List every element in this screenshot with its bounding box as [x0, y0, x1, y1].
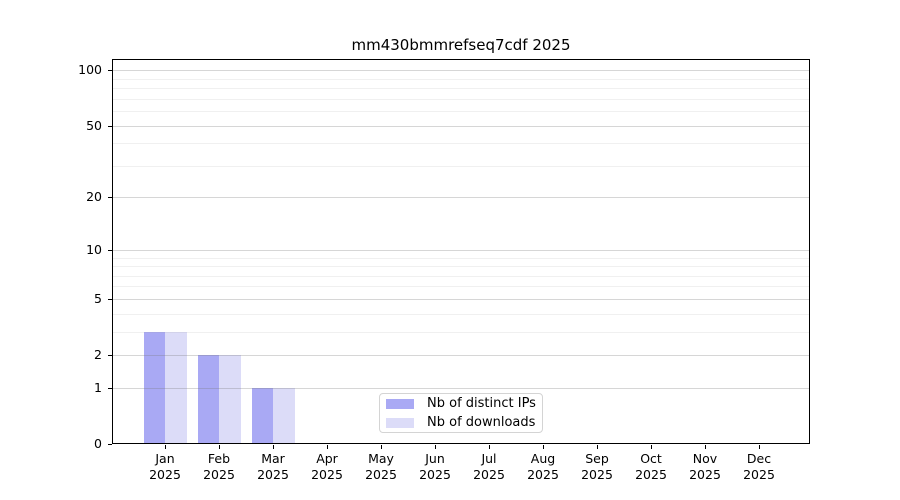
chart-title: mm430bmmrefseq7cdf 2025	[351, 36, 571, 54]
gridline	[113, 298, 809, 300]
gridline	[113, 78, 809, 80]
x-tick-month: Apr	[316, 451, 338, 466]
gridline	[113, 275, 809, 277]
x-tick-month: Nov	[692, 451, 718, 466]
x-tick-year: 2025	[581, 467, 613, 482]
x-tick-month: Jun	[425, 451, 445, 466]
x-tick-label: Aug 2025	[511, 451, 575, 483]
x-tick-mark	[759, 445, 760, 449]
bar-downloads	[219, 355, 241, 444]
legend-item-distinct-ips: Nb of distinct IPs	[386, 395, 538, 413]
y-tick-mark	[108, 125, 112, 127]
x-tick-year: 2025	[203, 467, 235, 482]
bar-downloads	[273, 387, 295, 444]
x-tick-mark	[705, 445, 706, 449]
x-tick-month: Mar	[261, 451, 285, 466]
gridline	[113, 98, 809, 100]
x-tick-mark	[165, 445, 166, 449]
y-tick-label: 0	[94, 436, 102, 451]
x-tick-month: Oct	[640, 451, 662, 466]
x-tick-month: Dec	[746, 451, 772, 466]
y-tick-mark	[108, 70, 112, 72]
x-tick-label: Feb 2025	[187, 451, 251, 483]
gridline	[113, 88, 809, 90]
x-tick-mark	[489, 445, 490, 449]
y-tick-label: 5	[94, 290, 102, 306]
x-tick-label: Dec 2025	[727, 451, 791, 483]
gridline	[113, 286, 809, 288]
legend: Nb of distinct IPs Nb of downloads	[379, 393, 543, 433]
x-tick-mark	[381, 445, 382, 449]
x-tick-month: Feb	[207, 451, 231, 466]
gridline	[113, 257, 809, 259]
x-tick-year: 2025	[635, 467, 667, 482]
legend-swatch-downloads	[386, 417, 414, 428]
y-tick-mark	[108, 197, 112, 199]
y-tick-label: 2	[94, 347, 102, 362]
x-tick-month: Aug	[530, 451, 556, 466]
x-tick-year: 2025	[419, 467, 451, 482]
x-tick-label: Jan 2025	[133, 451, 197, 483]
y-tick-label: 10	[86, 241, 102, 257]
bar-distinct-ips	[251, 387, 273, 444]
legend-label-distinct-ips: Nb of distinct IPs	[427, 395, 536, 411]
x-tick-year: 2025	[473, 467, 505, 482]
gridline	[113, 165, 809, 167]
x-tick-mark	[651, 445, 652, 449]
gridline	[113, 355, 809, 356]
x-tick-mark	[597, 445, 598, 449]
x-tick-month: Sep	[585, 451, 609, 466]
x-tick-mark	[543, 445, 544, 449]
y-tick-label: 100	[78, 62, 102, 78]
x-tick-label: Mar 2025	[241, 451, 305, 483]
x-tick-month: Jan	[155, 451, 175, 466]
x-tick-month: May	[368, 451, 394, 466]
x-tick-label: Sep 2025	[565, 451, 629, 483]
gridline	[113, 197, 809, 199]
x-tick-month: Jul	[481, 451, 497, 466]
x-tick-mark	[219, 445, 220, 449]
x-tick-label: Jun 2025	[403, 451, 467, 483]
x-tick-mark	[327, 445, 328, 449]
x-tick-year: 2025	[311, 467, 343, 482]
y-tick-label: 50	[86, 117, 102, 133]
bar-distinct-ips	[197, 355, 219, 444]
y-tick-mark	[108, 298, 112, 300]
y-tick-mark	[108, 444, 112, 445]
y-tick-label: 20	[86, 189, 102, 205]
gridline	[113, 266, 809, 267]
x-tick-label: Nov 2025	[673, 451, 737, 483]
gridline	[113, 387, 809, 389]
legend-item-downloads: Nb of downloads	[386, 414, 538, 432]
x-tick-label: Oct 2025	[619, 451, 683, 483]
x-tick-year: 2025	[365, 467, 397, 482]
x-tick-year: 2025	[527, 467, 559, 482]
gridline	[113, 125, 809, 127]
gridline	[113, 143, 809, 145]
x-tick-label: Apr 2025	[295, 451, 359, 483]
x-tick-label: May 2025	[349, 451, 413, 483]
gridline	[113, 70, 809, 72]
x-tick-label: Jul 2025	[457, 451, 521, 483]
bar-downloads	[165, 331, 187, 444]
legend-label-downloads: Nb of downloads	[427, 414, 536, 430]
gridline	[113, 249, 809, 251]
y-tick-mark	[108, 249, 112, 251]
gridline	[113, 313, 809, 315]
y-tick-label: 1	[94, 379, 102, 395]
gridline	[113, 331, 809, 333]
x-tick-mark	[435, 445, 436, 449]
x-tick-year: 2025	[689, 467, 721, 482]
x-tick-year: 2025	[743, 467, 775, 482]
x-tick-year: 2025	[257, 467, 289, 482]
bar-distinct-ips	[143, 331, 165, 444]
y-tick-mark	[108, 387, 112, 389]
gridline	[113, 111, 809, 113]
y-tick-mark	[108, 355, 112, 356]
legend-swatch-distinct-ips	[386, 398, 414, 409]
x-tick-year: 2025	[149, 467, 181, 482]
x-tick-mark	[273, 445, 274, 449]
